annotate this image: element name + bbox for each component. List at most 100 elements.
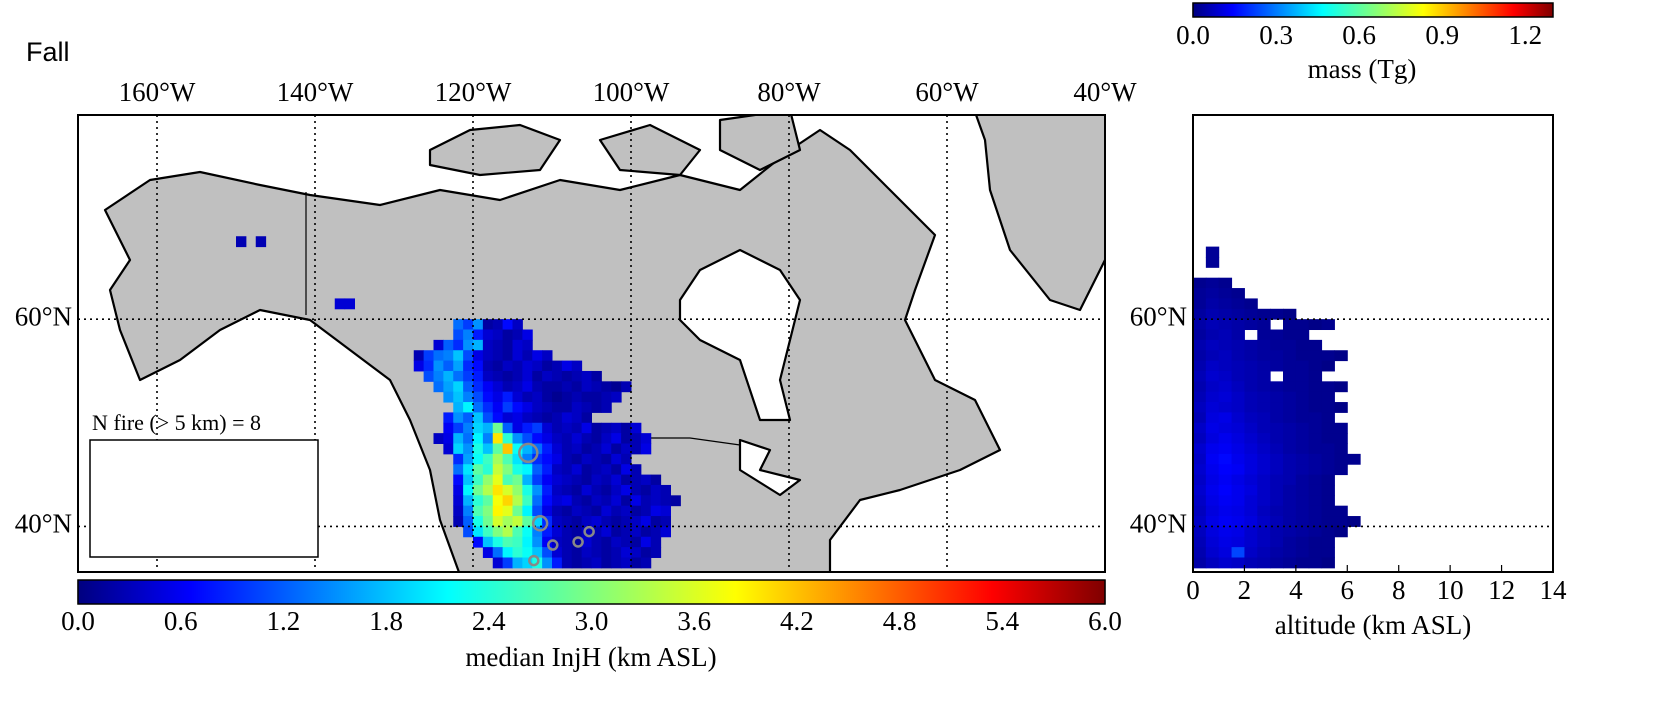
cell: [512, 329, 523, 341]
cell: [1270, 443, 1284, 455]
cell: [1334, 464, 1348, 476]
cell: [1334, 422, 1348, 434]
cell: [473, 391, 484, 403]
cell: [611, 381, 622, 393]
colorbar-tick-label: 0.0: [61, 606, 95, 636]
cell: [512, 381, 523, 393]
cell: [1205, 443, 1220, 455]
cell: [1270, 505, 1284, 517]
cell: [473, 474, 484, 486]
cell: [423, 350, 434, 362]
cell: [1257, 350, 1271, 362]
x-tick-label: 12: [1488, 575, 1515, 605]
cell: [1283, 381, 1297, 393]
cell: [640, 433, 652, 445]
cell: [1295, 557, 1310, 569]
cell: [561, 443, 573, 455]
cell: [650, 516, 662, 527]
cell: [571, 453, 583, 465]
cell: [1334, 433, 1348, 445]
cell: [522, 412, 533, 424]
cell: [1193, 505, 1207, 517]
cell: [1231, 350, 1245, 362]
cell: [482, 516, 494, 527]
cell: [463, 422, 474, 434]
cell: [581, 443, 592, 455]
cell: [640, 484, 652, 496]
cell: [561, 464, 573, 476]
cell: [581, 495, 592, 507]
cell: [552, 370, 563, 382]
cell: [1218, 298, 1233, 310]
cell: [631, 516, 642, 527]
cell: [631, 433, 642, 445]
cell: [453, 360, 464, 372]
cell: [640, 516, 652, 527]
cell: [1231, 288, 1245, 299]
cell: [571, 402, 583, 413]
cell: [1231, 516, 1245, 527]
cell: [1218, 526, 1233, 538]
cell: [1205, 516, 1220, 527]
cell: [443, 412, 454, 424]
cell: [631, 547, 642, 558]
cell: [561, 536, 573, 548]
cell: [512, 453, 523, 465]
cell: [1257, 319, 1271, 331]
colorbar-tick-label: 1.2: [1508, 20, 1542, 50]
cell: [413, 360, 425, 372]
cell: [591, 557, 602, 569]
cell: [453, 505, 464, 517]
cell: [1218, 474, 1233, 486]
cell: [1257, 484, 1271, 496]
cell: [482, 329, 494, 341]
cell: [423, 360, 434, 372]
cell: [552, 495, 563, 507]
cell: [502, 329, 513, 341]
cell: [581, 474, 592, 486]
cell: [621, 505, 632, 517]
cell: [1321, 422, 1335, 434]
cell: [621, 422, 632, 434]
cell: [552, 422, 563, 434]
cell: [1244, 381, 1258, 393]
cell: [502, 370, 513, 382]
cell: [482, 381, 494, 393]
cell: [473, 319, 484, 331]
cell: [1193, 298, 1207, 310]
cell: [1283, 319, 1297, 331]
cell: [1295, 516, 1310, 527]
cell: [1231, 505, 1245, 517]
x-tick-label: 0: [1186, 575, 1200, 605]
cell: [492, 495, 504, 507]
cell: [1193, 319, 1207, 331]
colorbar-tick-label: 3.6: [677, 606, 711, 636]
cell: [482, 433, 494, 445]
cell: [1205, 464, 1220, 476]
cell: [522, 536, 533, 548]
cell: [1308, 433, 1323, 445]
cell: [433, 339, 444, 351]
cell: [1257, 391, 1271, 403]
cell: [473, 412, 484, 424]
cell: [492, 453, 504, 465]
cell: [1321, 495, 1335, 507]
cell: [1218, 464, 1233, 476]
cell: [611, 453, 622, 465]
cell: [463, 402, 474, 413]
hudson-bay: [678, 248, 802, 422]
cell: [492, 402, 504, 413]
cell: [1193, 329, 1207, 341]
cell: [492, 360, 504, 372]
cell: [601, 505, 612, 517]
cell: [1270, 484, 1284, 496]
cell: [502, 391, 513, 403]
cell: [1308, 412, 1323, 424]
map-frame: [77, 114, 1106, 573]
cell: [1193, 308, 1207, 320]
cell: [1231, 464, 1245, 476]
cell: [581, 412, 592, 424]
cell: [591, 433, 602, 445]
cell: [1321, 443, 1335, 455]
cell: [1205, 298, 1220, 310]
